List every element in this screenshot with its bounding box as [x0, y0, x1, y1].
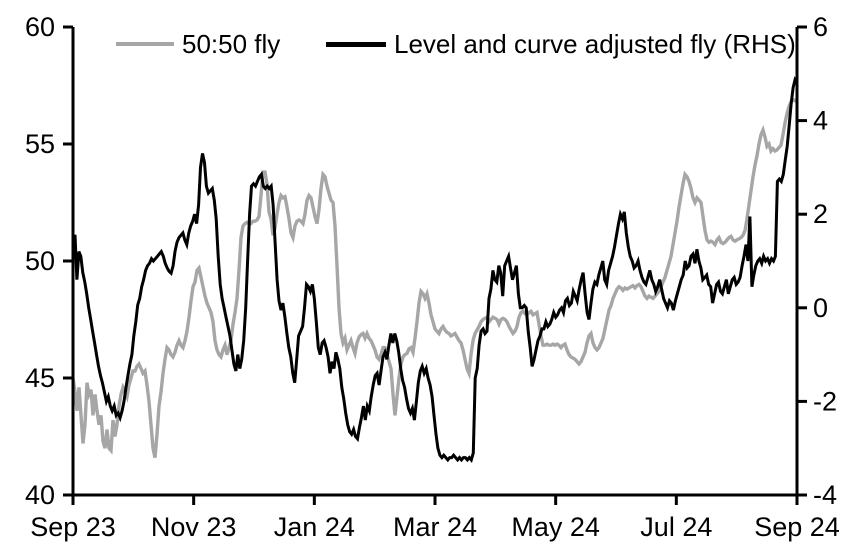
x-axis-tick-label: Jul 24 — [640, 512, 712, 542]
series-line-level-curve-adjusted-fly — [71, 76, 799, 463]
series-line-5050-fly — [71, 97, 798, 458]
x-axis-tick-label: Mar 24 — [393, 512, 477, 542]
y-axis-right-tick-label: 0 — [813, 293, 828, 323]
legend-label-5050-fly: 50:50 fly — [182, 29, 281, 59]
legend-item-5050-fly: 50:50 fly — [116, 31, 280, 57]
y-axis-left-tick-label: 40 — [25, 480, 55, 510]
x-axis-tick-label: May 24 — [511, 512, 600, 542]
x-axis-tick-label: Nov 23 — [151, 512, 237, 542]
y-axis-right-tick-label: 4 — [813, 106, 828, 136]
y-axis-right-tick-label: -2 — [813, 386, 837, 416]
y-axis-left-tick-label: 55 — [25, 129, 55, 159]
x-axis-tick-label: Sep 23 — [30, 512, 116, 542]
y-axis-left-tick-label: 60 — [25, 12, 55, 42]
legend-label-level-curve-fly: Level and curve adjusted fly (RHS) — [394, 29, 796, 59]
y-axis-left-tick-label: 45 — [25, 363, 55, 393]
x-axis-tick-label: Sep 24 — [754, 512, 840, 542]
legend-line-black-swatch — [326, 41, 386, 47]
x-axis-tick-label: Jan 24 — [274, 512, 355, 542]
y-axis-right-tick-label: 2 — [813, 199, 828, 229]
y-axis-left-tick-label: 50 — [25, 246, 55, 276]
y-axis-right-tick-label: -4 — [813, 480, 837, 510]
legend-line-gray-swatch — [116, 42, 174, 46]
y-axis-right-tick-label: 6 — [813, 12, 828, 42]
legend-item-level-curve-fly: Level and curve adjusted fly (RHS) — [326, 31, 796, 57]
